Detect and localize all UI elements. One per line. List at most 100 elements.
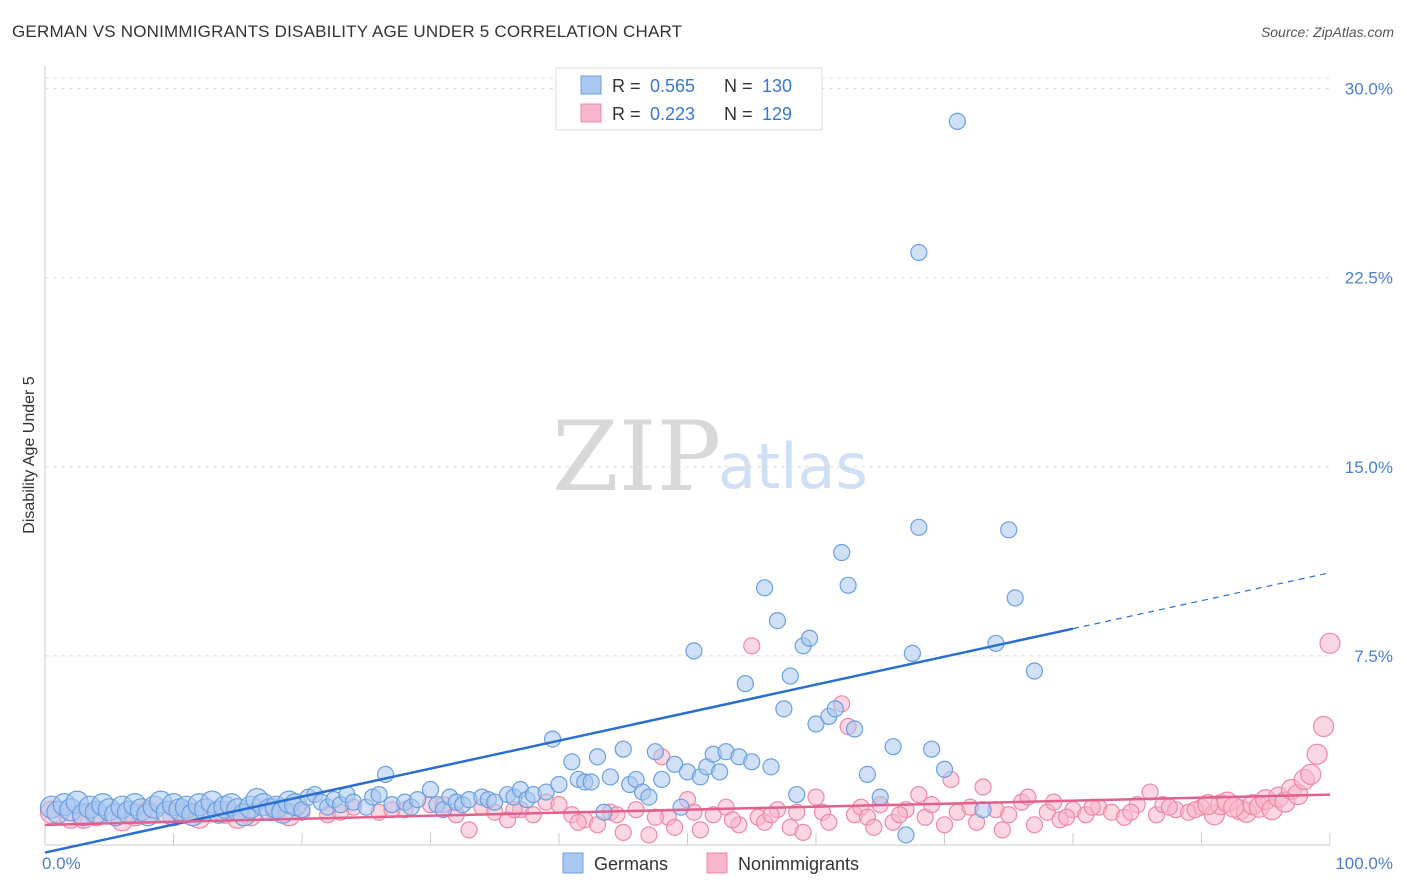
nonimmigrants-point — [704, 806, 722, 824]
germans-point — [775, 700, 793, 718]
legend-n-label-2: N = — [724, 104, 753, 124]
germans-point — [582, 773, 600, 791]
germans-point — [897, 826, 915, 844]
germans-point — [370, 785, 388, 804]
watermark-zip: ZIP — [552, 401, 721, 513]
germans-point — [755, 579, 774, 597]
nonimmigrants-point — [1319, 632, 1341, 654]
germans-point — [910, 243, 928, 262]
nonimmigrants-point — [691, 821, 709, 839]
germans-point — [653, 770, 671, 789]
germans-point — [601, 768, 620, 786]
legend-swatch-nonimmigrants — [580, 103, 602, 123]
legend-r-value-2: 0.223 — [650, 104, 695, 124]
y-tick-label: 7.5% — [1354, 647, 1393, 666]
nonimmigrants-point — [1025, 816, 1044, 834]
nonimmigrants-point — [820, 813, 838, 831]
nonimmigrants-point — [524, 806, 542, 824]
germans-trend-line — [44, 627, 1074, 854]
nonimmigrants-point — [935, 816, 954, 834]
nonimmigrants-points — [39, 632, 1341, 844]
nonimmigrants-point — [1300, 763, 1322, 786]
germans-point — [923, 740, 941, 758]
y-axis-label: Disability Age Under 5 — [21, 376, 38, 534]
germans-point — [736, 675, 754, 693]
axes — [44, 66, 1331, 846]
germans-points — [39, 112, 1044, 844]
germans-point — [1000, 521, 1018, 539]
germans-point — [884, 738, 902, 756]
bottom-legend-swatch-germans — [562, 852, 584, 874]
germans-point — [588, 748, 607, 766]
nonimmigrants-trend-line — [44, 793, 1331, 827]
nonimmigrants-point — [1223, 796, 1245, 818]
germans-point — [845, 720, 864, 738]
nonimmigrants-point — [794, 823, 812, 841]
nonimmigrants-point — [1312, 715, 1335, 738]
nonimmigrants-point — [1057, 808, 1076, 826]
germans-point — [640, 788, 658, 806]
germans-point — [826, 700, 844, 718]
bottom-legend: Germans Nonimmigrants — [562, 852, 859, 874]
germans-point — [910, 518, 928, 536]
nonimmigrants-point — [1160, 798, 1178, 816]
germans-point — [800, 629, 819, 647]
germans-point — [685, 642, 703, 660]
germans-point — [807, 715, 825, 733]
y-tick-labels: 7.5% 15.0% 22.5% 30.0% — [1345, 80, 1393, 666]
germans-point — [743, 753, 761, 771]
nonimmigrants-point — [743, 637, 761, 655]
nonimmigrants-point — [1000, 806, 1018, 824]
germans-point — [833, 543, 851, 562]
germans-point — [543, 730, 562, 748]
germans-trend-extension — [1072, 572, 1331, 630]
germans-point — [1025, 662, 1044, 680]
x-tick-label: 100.0% — [1335, 854, 1393, 873]
nonimmigrants-point — [614, 823, 632, 841]
nonimmigrants-point — [1122, 803, 1140, 821]
germans-point — [409, 791, 427, 809]
source-label: Source: ZipAtlas.com — [1260, 24, 1394, 40]
x-tick-labels: 0.0% 100.0% — [42, 854, 1393, 873]
germans-point — [666, 755, 684, 773]
legend-n-value-1: 130 — [762, 76, 792, 96]
legend-n-value-2: 129 — [762, 104, 792, 124]
nonimmigrants-point — [460, 821, 478, 839]
bottom-legend-germans: Germans — [594, 854, 668, 874]
legend-r-label-1: R = — [612, 76, 641, 96]
legend-r-value-1: 0.565 — [650, 76, 695, 96]
germans-point — [762, 758, 780, 776]
y-tick-label: 22.5% — [1345, 269, 1393, 288]
legend-r-label-2: R = — [612, 104, 641, 124]
germans-point — [711, 763, 729, 781]
germans-point — [550, 775, 568, 794]
bottom-legend-swatch-nonimmigrants — [706, 852, 728, 874]
germans-point — [646, 743, 664, 761]
nonimmigrants-point — [666, 818, 684, 836]
nonimmigrants-point — [723, 811, 742, 829]
nonimmigrants-point — [890, 806, 909, 824]
nonimmigrants-point — [1306, 743, 1328, 765]
germans-point — [614, 740, 632, 758]
germans-point — [948, 112, 966, 130]
nonimmigrants-point — [762, 806, 780, 824]
chart-title: GERMAN VS NONIMMIGRANTS DISABILITY AGE U… — [12, 22, 683, 41]
germans-point — [672, 798, 690, 816]
nonimmigrants-point — [993, 821, 1011, 839]
nonimmigrants-point — [865, 818, 883, 836]
x-tick-label: 0.0% — [42, 854, 81, 873]
germans-point — [537, 783, 555, 801]
germans-point — [486, 793, 504, 811]
nonimmigrants-point — [1197, 794, 1219, 816]
legend-n-label-1: N = — [724, 76, 753, 96]
nonimmigrants-point — [640, 826, 658, 844]
germans-point — [421, 780, 440, 799]
germans-point — [1006, 589, 1024, 607]
bottom-legend-nonimmigrants: Nonimmigrants — [738, 854, 859, 874]
germans-point — [781, 667, 799, 685]
germans-point — [788, 785, 806, 804]
germans-point — [903, 644, 921, 662]
legend-swatch-germans — [580, 75, 602, 95]
y-tick-label: 30.0% — [1345, 80, 1393, 99]
